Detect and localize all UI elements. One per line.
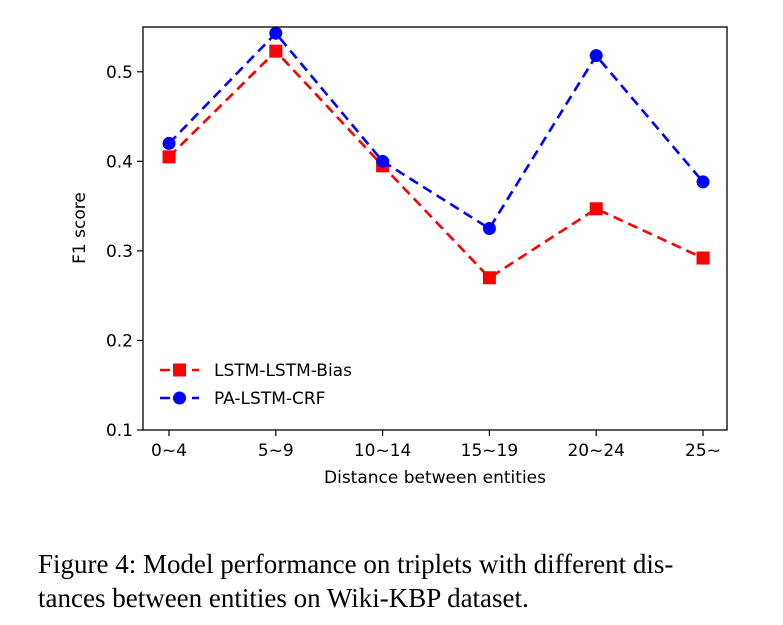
y-axis: 0.1 0.2 0.3 0.4 0.5 xyxy=(106,63,143,441)
data-point xyxy=(269,44,283,58)
legend-marker xyxy=(173,363,186,377)
y-tick-label: 0.3 xyxy=(106,242,133,262)
line-chart: 0~4 5~9 10~14 15~19 20~24 25~ 0.1 0.2 0.3 0.4 0.5… xyxy=(70,26,728,488)
data-point xyxy=(162,150,176,164)
plot-layer xyxy=(162,26,710,285)
x-tick-label: 10~14 xyxy=(354,441,412,461)
y-tick-label: 0.5 xyxy=(106,63,133,83)
figure-caption: Figure 4: Model performance on triplets … xyxy=(38,549,674,613)
data-point xyxy=(589,202,603,216)
legend: LSTM-LSTM-Bias PA-LSTM-CRF xyxy=(160,361,352,409)
legend-marker xyxy=(173,391,186,405)
legend-label: PA-LSTM-CRF xyxy=(214,389,325,409)
x-tick-label: 5~9 xyxy=(258,441,294,461)
series-line xyxy=(168,49,704,280)
x-tick-label: 0~4 xyxy=(151,441,187,461)
x-axis: 0~4 5~9 10~14 15~19 20~24 25~ xyxy=(151,430,721,461)
data-point xyxy=(269,26,283,40)
x-tick-label: 25~ xyxy=(685,441,721,461)
data-point xyxy=(696,251,710,265)
y-tick-label: 0.4 xyxy=(106,152,133,172)
legend-label: LSTM-LSTM-Bias xyxy=(214,361,352,381)
y-tick-label: 0.2 xyxy=(106,331,133,351)
y-axis-label: F1 score xyxy=(70,192,90,264)
x-tick-label: 15~19 xyxy=(461,441,519,461)
data-point xyxy=(482,271,496,285)
data-point xyxy=(589,49,603,63)
data-point xyxy=(482,222,496,235)
x-tick-label: 20~24 xyxy=(567,441,625,461)
data-point xyxy=(162,136,176,150)
y-tick-label: 0.1 xyxy=(106,421,133,441)
data-point xyxy=(696,175,710,189)
plot-frame xyxy=(142,26,728,431)
data-point xyxy=(376,154,390,168)
series-line xyxy=(168,31,704,231)
x-axis-label: Distance between entities xyxy=(324,468,546,488)
